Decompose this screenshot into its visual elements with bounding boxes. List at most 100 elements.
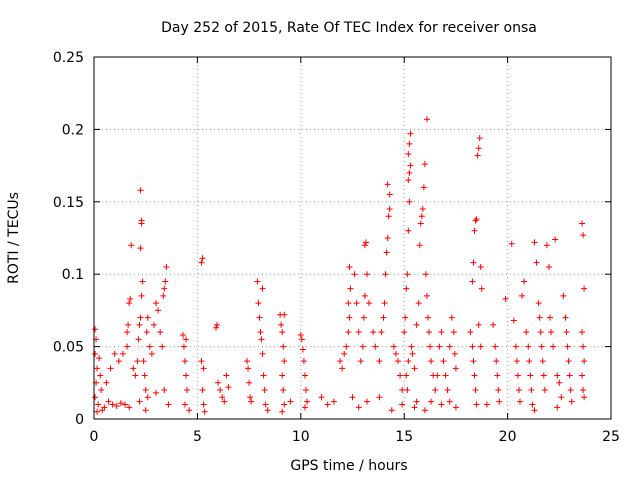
data-point [409, 350, 416, 357]
data-point [384, 181, 391, 188]
data-point [281, 311, 288, 318]
data-point [558, 394, 565, 401]
y-tick-label: 0.2 [62, 122, 84, 138]
data-point [217, 387, 224, 394]
data-point [388, 407, 395, 414]
data-point [103, 379, 110, 386]
data-point [440, 358, 447, 365]
data-point [302, 387, 309, 394]
data-point [405, 227, 412, 234]
data-point [554, 404, 561, 411]
data-point [98, 387, 105, 394]
data-point [543, 242, 550, 249]
data-point [146, 343, 153, 350]
data-point [343, 343, 350, 350]
data-point [200, 365, 207, 372]
data-point [279, 329, 286, 336]
data-point [562, 314, 569, 321]
data-point [376, 394, 383, 401]
data-point [181, 358, 188, 365]
data-point [415, 300, 422, 307]
data-point [183, 372, 190, 379]
data-point [111, 350, 118, 357]
data-point [130, 365, 137, 372]
data-point [420, 184, 427, 191]
data-point [475, 321, 482, 328]
data-point [386, 206, 393, 213]
data-point [383, 249, 390, 256]
data-point [471, 227, 478, 234]
data-point [179, 332, 186, 339]
data-point [493, 358, 500, 365]
data-point [450, 329, 457, 336]
data-point [213, 324, 220, 331]
data-point [432, 387, 439, 394]
data-point [386, 191, 393, 198]
data-point [300, 358, 307, 365]
data-point [141, 372, 148, 379]
data-point [257, 329, 264, 336]
data-point [566, 372, 573, 379]
data-point [407, 162, 414, 169]
data-point [438, 401, 445, 408]
data-point [280, 343, 287, 350]
data-point [413, 398, 420, 405]
data-point [214, 321, 221, 328]
data-point [92, 326, 99, 333]
data-point [529, 401, 536, 408]
data-point [496, 398, 503, 405]
data-point [399, 401, 406, 408]
data-point [107, 365, 114, 372]
data-point [537, 329, 544, 336]
data-point [517, 398, 524, 405]
data-point [136, 398, 143, 405]
data-point [198, 358, 205, 365]
data-point [162, 278, 169, 285]
data-point [550, 343, 557, 350]
data-point [126, 404, 133, 411]
data-point [564, 343, 571, 350]
data-point [105, 398, 112, 405]
data-point [473, 401, 480, 408]
data-point [349, 394, 356, 401]
data-point [471, 372, 478, 379]
y-tick-label: 0.05 [53, 340, 84, 356]
data-point [318, 394, 325, 401]
data-point [341, 350, 348, 357]
data-point [223, 372, 230, 379]
data-point [469, 343, 476, 350]
data-point [363, 271, 370, 278]
data-point [434, 372, 441, 379]
data-point [580, 232, 587, 239]
data-point [473, 216, 480, 223]
data-point [337, 358, 344, 365]
data-point [144, 314, 151, 321]
data-point [523, 329, 530, 336]
data-point [201, 408, 208, 415]
data-point [475, 145, 482, 152]
data-point [115, 358, 122, 365]
data-point [508, 240, 515, 247]
data-point [301, 404, 308, 411]
data-point [474, 152, 481, 159]
data-point [153, 300, 160, 307]
data-point [109, 401, 116, 408]
data-point [418, 213, 425, 220]
data-point [198, 259, 205, 266]
data-point [411, 404, 418, 411]
y-tick-label: 0.1 [62, 267, 84, 283]
data-point [392, 350, 399, 357]
data-point [470, 259, 477, 266]
data-point [339, 365, 346, 372]
data-point [512, 343, 519, 350]
data-point [428, 398, 435, 405]
data-point [446, 343, 453, 350]
data-point [421, 407, 428, 414]
data-point [96, 355, 103, 362]
data-point [495, 387, 502, 394]
chart-title: Day 252 of 2015, Rate Of TEC Index for r… [161, 20, 537, 36]
data-point [442, 372, 449, 379]
data-point [536, 314, 543, 321]
data-point [281, 401, 288, 408]
data-point [492, 343, 499, 350]
